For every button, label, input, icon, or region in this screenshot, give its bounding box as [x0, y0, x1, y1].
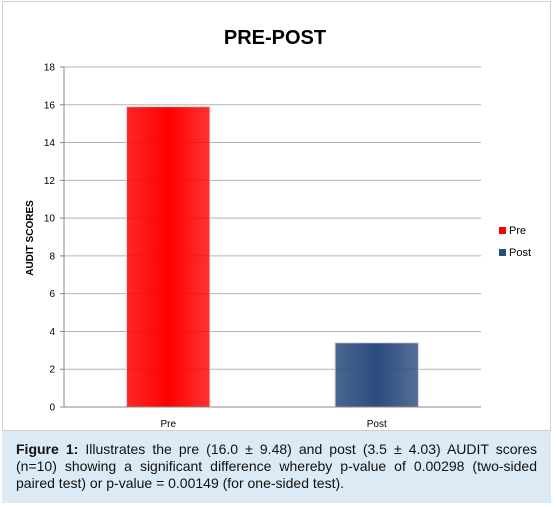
- y-tick-label: 10: [44, 214, 56, 225]
- caption-label: Figure 1:: [16, 441, 79, 457]
- y-tick-label: 16: [44, 100, 56, 111]
- bars: [126, 106, 419, 408]
- y-tick-label: 2: [49, 365, 55, 376]
- y-tick-label: 0: [49, 403, 55, 414]
- figure-caption: Figure 1: Illustrates the pre (16.0 ± 9.…: [16, 441, 537, 492]
- legend-swatch: [499, 227, 506, 234]
- y-tick-label: 8: [49, 251, 55, 262]
- axes: 0 2 4 6 8 10 12 14 16 18 Pre Post: [44, 63, 481, 430]
- legend-label: Post: [509, 247, 531, 259]
- bar-post: [334, 342, 419, 408]
- y-tick-label: 12: [44, 176, 56, 187]
- legend: Pre Post: [499, 225, 531, 259]
- y-tick-label: 6: [49, 289, 55, 300]
- chart-title: PRE-POST: [224, 27, 326, 49]
- x-tick-label: Pre: [160, 419, 176, 430]
- bar-chart: PRE-POST AUDIT SCORES 0 2 4 6 8 10 12 14 16 18 Pre…: [25, 27, 531, 430]
- y-tick-label: 14: [44, 138, 56, 149]
- figure-caption-box: Figure 1: Illustrates the pre (16.0 ± 9.…: [2, 431, 551, 503]
- y-tick-label: 4: [49, 327, 55, 338]
- chart-frame: PRE-POST AUDIT SCORES 0 2 4 6 8 10 12 14 16 18 Pre…: [2, 1, 551, 431]
- legend-label: Pre: [509, 225, 526, 237]
- bar-pre: [126, 106, 211, 408]
- y-axis-label: AUDIT SCORES: [25, 200, 36, 276]
- y-tick-label: 18: [44, 63, 56, 74]
- legend-swatch: [499, 249, 506, 256]
- caption-text: Illustrates the pre (16.0 ± 9.48) and po…: [16, 441, 537, 491]
- x-tick-label: Post: [367, 419, 387, 430]
